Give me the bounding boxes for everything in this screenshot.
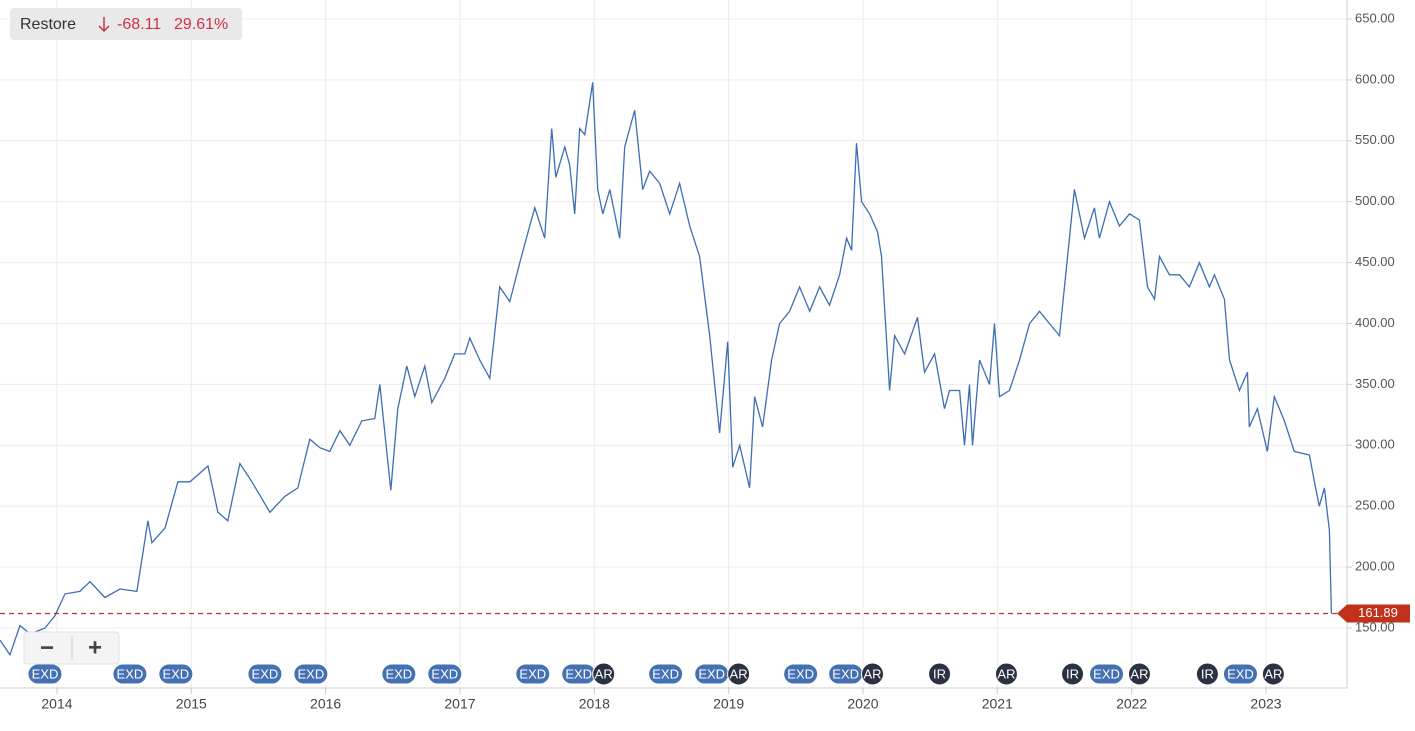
series-name: Restore xyxy=(20,16,76,33)
y-tick-label: 650.00 xyxy=(1355,10,1395,25)
event-marker xyxy=(783,663,819,685)
down-arrow xyxy=(98,17,110,33)
event-marker xyxy=(592,662,616,686)
event-label: EXD xyxy=(565,666,592,681)
event-marker xyxy=(1222,663,1258,685)
x-tick-label: 2021 xyxy=(982,696,1013,712)
zoom-in[interactable]: + xyxy=(88,634,102,661)
x-tick-label: 2018 xyxy=(579,696,610,712)
event-label: IR xyxy=(1066,666,1079,681)
legend-box xyxy=(10,8,242,40)
last-price-tag xyxy=(1337,604,1410,623)
y-tick-label: 200.00 xyxy=(1355,558,1395,573)
y-tick-label: 550.00 xyxy=(1355,132,1395,147)
plot xyxy=(0,82,1333,657)
x-tick-label: 2023 xyxy=(1250,696,1281,712)
y-tick-label: 150.00 xyxy=(1355,619,1395,634)
event-label: EXD xyxy=(698,666,725,681)
event-label: EXD xyxy=(385,666,412,681)
event-marker xyxy=(427,663,463,685)
event-marker xyxy=(293,663,329,685)
event-label: AR xyxy=(997,666,1015,681)
x-tick-label: 2019 xyxy=(713,696,744,712)
x-tick-label: 2014 xyxy=(41,696,72,712)
event-marker xyxy=(112,663,148,685)
event-label: EXD xyxy=(832,666,859,681)
price-line xyxy=(0,82,1333,657)
event-marker xyxy=(1195,662,1219,686)
event-marker xyxy=(1261,662,1285,686)
x-tick-label: 2022 xyxy=(1116,696,1147,712)
event-marker xyxy=(928,662,952,686)
event-label: EXD xyxy=(162,666,189,681)
y-tick-label: 250.00 xyxy=(1355,498,1395,513)
event-label: AR xyxy=(863,666,881,681)
event-label: AR xyxy=(1130,666,1148,681)
event-label: AR xyxy=(1264,666,1282,681)
event-marker xyxy=(247,663,283,685)
event-label: EXD xyxy=(519,666,546,681)
y-tick-label: 400.00 xyxy=(1355,315,1395,330)
y-tick-label: 500.00 xyxy=(1355,193,1395,208)
x-tick-label: 2015 xyxy=(176,696,207,712)
x-tick-label: 2016 xyxy=(310,696,341,712)
event-label: EXD xyxy=(1227,666,1254,681)
event-marker xyxy=(727,662,751,686)
event-marker xyxy=(648,663,684,685)
event-label: IR xyxy=(1201,666,1214,681)
event-label: EXD xyxy=(431,666,458,681)
event-label: EXD xyxy=(652,666,679,681)
event-label: AR xyxy=(730,666,748,681)
y-tick-label: 300.00 xyxy=(1355,437,1395,452)
event-label: EXD xyxy=(252,666,279,681)
event-marker xyxy=(381,663,417,685)
zoom-out[interactable]: − xyxy=(40,634,54,661)
event-marker xyxy=(158,663,194,685)
event-label: EXD xyxy=(117,666,144,681)
x-tick-label: 2017 xyxy=(444,696,475,712)
event-label: EXD xyxy=(787,666,814,681)
event-marker xyxy=(1089,663,1125,685)
x-tick-label: 2020 xyxy=(847,696,878,712)
event-marker xyxy=(515,663,551,685)
change-pct: 29.61% xyxy=(174,16,228,33)
last-price-label: 161.89 xyxy=(1358,605,1398,620)
grid xyxy=(0,0,1347,688)
event-label: AR xyxy=(595,666,613,681)
event-label: EXD xyxy=(32,666,59,681)
y-tick-label: 350.00 xyxy=(1355,376,1395,391)
event-marker xyxy=(1061,662,1085,686)
y-tick-label: 450.00 xyxy=(1355,254,1395,269)
event-marker xyxy=(994,662,1018,686)
event-label: IR xyxy=(933,666,946,681)
event-marker xyxy=(1127,662,1151,686)
event-label: EXD xyxy=(1093,666,1120,681)
events: EXD EXD EXD EXD EXD EXD EXD EXD EXD AR EXD EXD AR EXD… xyxy=(27,662,1285,686)
event-marker xyxy=(861,662,885,686)
y-tick-label: 600.00 xyxy=(1355,71,1395,86)
change: -68.11 xyxy=(117,16,161,33)
event-label: EXD xyxy=(297,666,324,681)
